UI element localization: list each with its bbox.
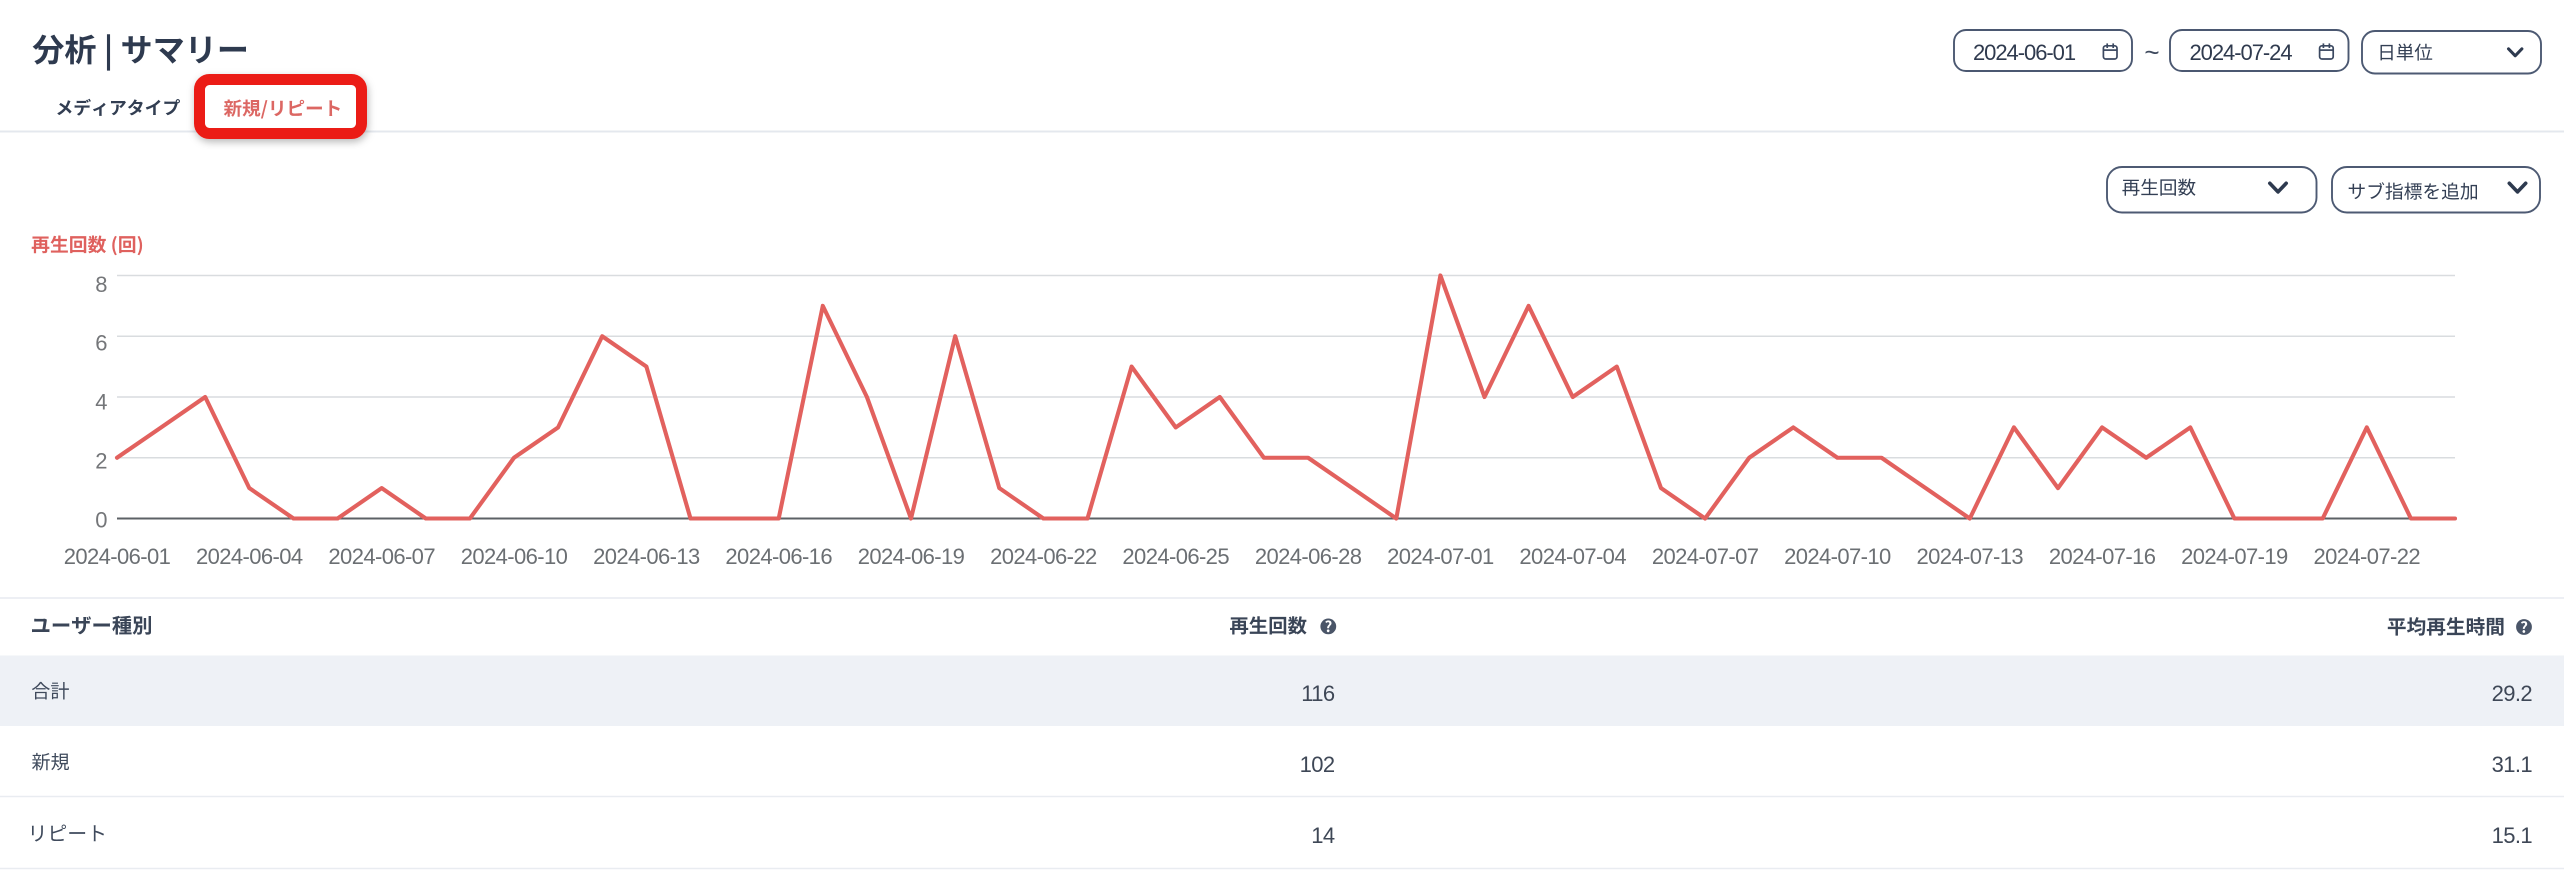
svg-text:4: 4 bbox=[95, 390, 107, 415]
svg-text:14: 14 bbox=[1311, 823, 1335, 848]
svg-text:6: 6 bbox=[95, 331, 107, 356]
svg-text:102: 102 bbox=[1300, 752, 1335, 777]
svg-text:116: 116 bbox=[1301, 681, 1335, 706]
svg-text:2024-07-07: 2024-07-07 bbox=[1652, 544, 1759, 569]
svg-text:2024-06-22: 2024-06-22 bbox=[990, 544, 1097, 569]
svg-text:2024-07-01: 2024-07-01 bbox=[1387, 544, 1494, 569]
svg-text:2024-06-04: 2024-06-04 bbox=[196, 544, 303, 569]
svg-text:15.1: 15.1 bbox=[2492, 823, 2533, 848]
svg-text:2024-07-04: 2024-07-04 bbox=[1519, 544, 1626, 569]
svg-text:2024-06-25: 2024-06-25 bbox=[1122, 544, 1229, 569]
svg-text:31.1: 31.1 bbox=[2492, 752, 2533, 777]
svg-text:2024-06-28: 2024-06-28 bbox=[1255, 544, 1362, 569]
svg-text:29.2: 29.2 bbox=[2492, 681, 2533, 706]
svg-text:2024-07-16: 2024-07-16 bbox=[2049, 544, 2156, 569]
svg-text:2024-07-13: 2024-07-13 bbox=[1917, 544, 2024, 569]
svg-text:2024-06-13: 2024-06-13 bbox=[593, 544, 700, 569]
svg-text:2024-06-16: 2024-06-16 bbox=[725, 544, 832, 569]
svg-text:~: ~ bbox=[2144, 37, 2159, 67]
svg-text:2024-06-01: 2024-06-01 bbox=[1973, 40, 2076, 65]
svg-text:2024-07-22: 2024-07-22 bbox=[2314, 544, 2421, 569]
svg-text:2024-06-01: 2024-06-01 bbox=[64, 544, 171, 569]
svg-text:8: 8 bbox=[95, 272, 107, 297]
svg-text:2024-07-24: 2024-07-24 bbox=[2190, 40, 2293, 65]
svg-text:2024-06-19: 2024-06-19 bbox=[858, 544, 965, 569]
svg-text:2024-06-10: 2024-06-10 bbox=[461, 544, 568, 569]
svg-text:0: 0 bbox=[95, 507, 107, 532]
svg-text:2024-07-10: 2024-07-10 bbox=[1784, 544, 1891, 569]
svg-text:2: 2 bbox=[95, 449, 107, 474]
svg-text:2024-07-19: 2024-07-19 bbox=[2181, 544, 2288, 569]
svg-text:2024-06-07: 2024-06-07 bbox=[328, 544, 435, 569]
